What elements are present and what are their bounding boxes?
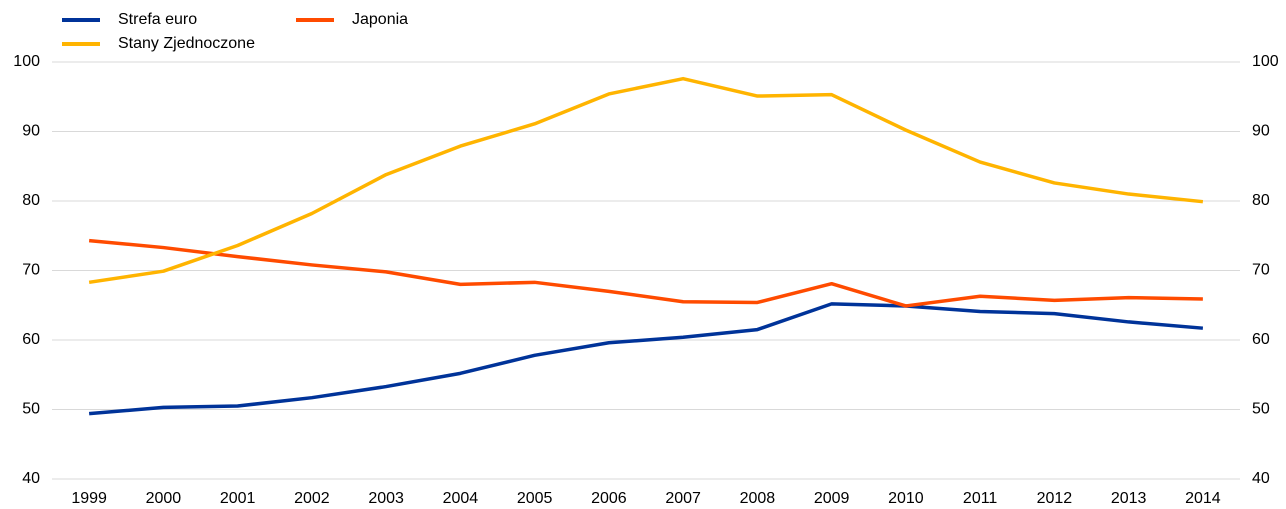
y2-tick-label: 70 [1252,262,1270,279]
x-tick-label: 2011 [963,490,998,507]
x-tick-label: 2004 [443,490,479,507]
x-tick-label: 2014 [1185,490,1221,507]
legend-label: Japonia [352,11,408,28]
legend-label: Stany Zjednoczone [118,35,255,52]
x-tick-label: 2010 [888,490,924,507]
series-line [88,76,1204,285]
x-tick-label: 2001 [220,490,256,507]
y-tick-label: 90 [22,123,40,140]
y-tick-label: 80 [22,192,40,209]
x-tick-label: 2007 [665,490,701,507]
y2-tick-label: 80 [1252,192,1270,209]
series-line [88,302,1204,416]
y2-tick-label: 50 [1252,401,1270,418]
x-tick-label: 2013 [1111,490,1147,507]
y2-tick-label: 40 [1252,470,1270,487]
x-tick-label: 2000 [146,490,182,507]
x-tick-label: 2006 [591,490,627,507]
y-tick-label: 50 [22,401,40,418]
x-tick-label: 2009 [814,490,850,507]
x-tick-label: 2002 [294,490,330,507]
x-tick-label: 2008 [740,490,776,507]
y-tick-label: 70 [22,262,40,279]
legend-label: Strefa euro [118,11,197,28]
x-tick-label: 2003 [368,490,404,507]
x-tick-label: 2005 [517,490,553,507]
y2-tick-label: 100 [1252,53,1279,70]
y-tick-label: 40 [22,470,40,487]
x-tick-label: 2012 [1037,490,1073,507]
y2-tick-label: 60 [1252,331,1270,348]
y-tick-label: 100 [13,53,40,70]
y2-tick-label: 90 [1252,123,1270,140]
x-tick-label: 1999 [71,490,107,507]
y-tick-label: 60 [22,331,40,348]
series-line [88,238,1203,308]
